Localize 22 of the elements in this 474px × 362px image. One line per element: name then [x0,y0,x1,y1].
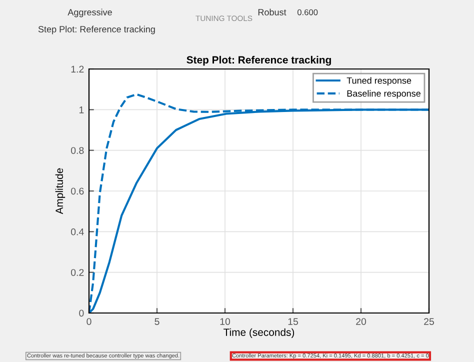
y-tick-label: 0 [79,310,84,317]
y-tick-label: 0.2 [71,269,84,276]
x-tick-label: 0 [86,318,92,325]
x-tick-label: 15 [288,318,298,325]
chart-title: Step Plot: Reference tracking [186,56,331,66]
y-tick-label: 0.4 [71,228,84,236]
text: Robust [258,8,286,16]
text: Step Plot: Reference tracking [38,26,155,34]
x-tick-label: 10 [220,318,230,325]
text: Aggressive [68,8,112,18]
x-tick-label: 5 [154,318,160,325]
x-tick-label: 25 [424,318,434,325]
text: 0.600 [297,9,318,16]
y-tick-label: 0.8 [71,147,84,154]
y-tick-label: 0.6 [71,188,84,195]
x-axis-title: Time (seconds) [224,328,294,338]
legend-label: Tuned response [346,77,412,86]
y-tick-label: 1 [79,106,84,114]
x-tick-label: 20 [356,318,366,325]
y-axis-title: Amplitude [55,168,66,214]
legend-label: Baseline response [347,90,420,98]
y-tick-label: 1.2 [71,66,84,73]
